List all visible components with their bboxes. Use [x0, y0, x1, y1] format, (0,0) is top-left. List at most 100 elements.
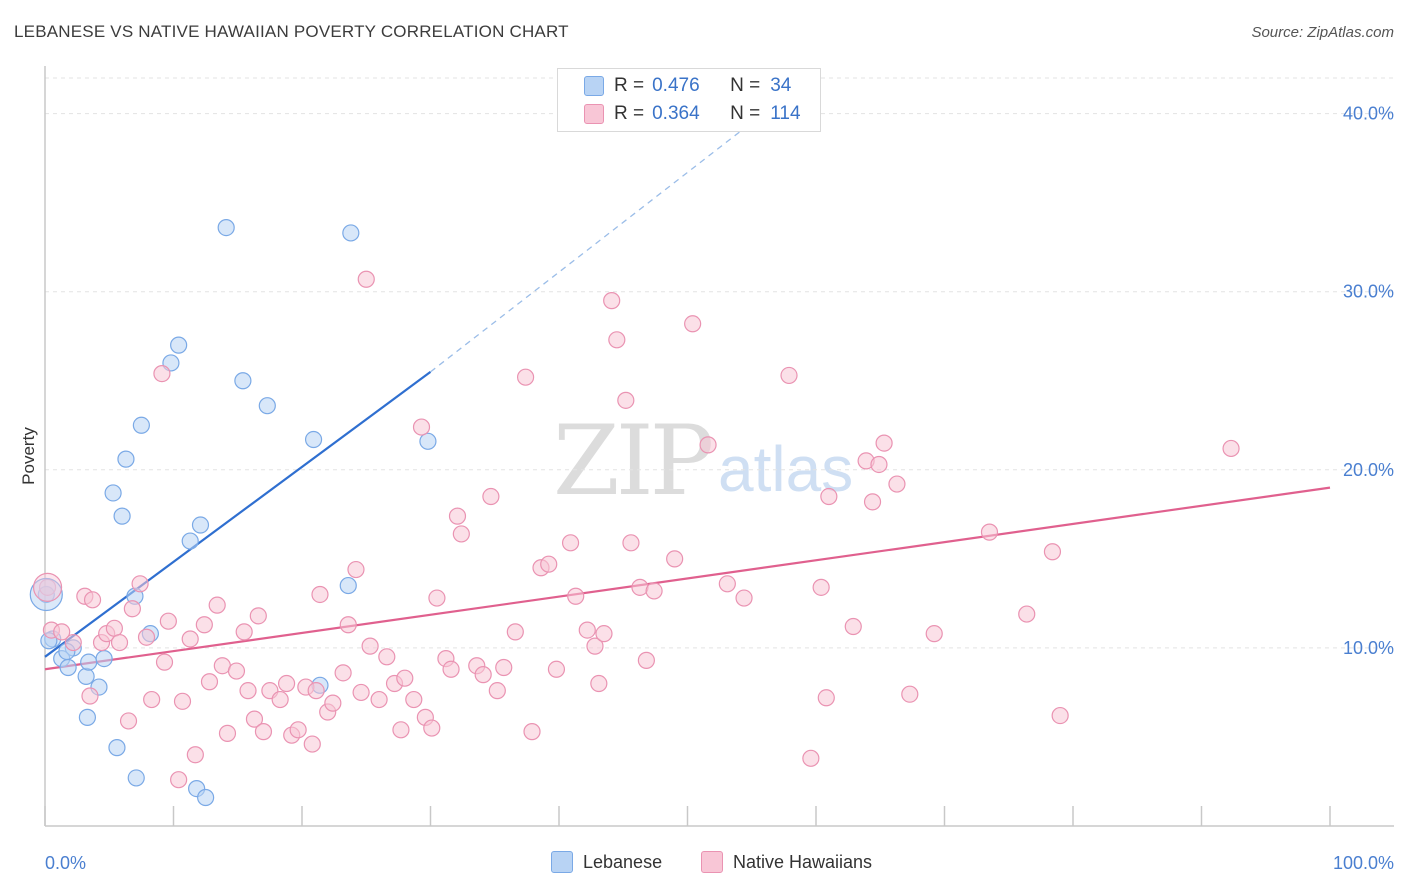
lebanese-point: [117, 450, 135, 468]
native-hawaiians-point: [699, 436, 717, 454]
lebanese-point: [80, 653, 98, 671]
native-hawaiians-point: [396, 669, 414, 687]
native-hawaiians-point: [235, 623, 253, 641]
native-hawaiians-point: [271, 690, 289, 709]
n-value: 114: [770, 103, 801, 124]
native-hawaiians-point: [817, 689, 835, 707]
native-hawaiians-point: [378, 648, 396, 666]
native-hawaiians-swatch: [701, 851, 723, 873]
lebanese-trend-line: [44, 370, 432, 658]
lebanese-point: [78, 708, 97, 726]
legend-item-native-hawaiians: Native Hawaiians: [701, 851, 872, 873]
y-tick-label: 20.0%: [1343, 460, 1394, 480]
lebanese-point: [419, 432, 437, 450]
lebanese-point: [342, 224, 360, 242]
lebanese-point: [191, 516, 210, 534]
legend-label: Lebanese: [583, 851, 663, 872]
gridlines: [45, 77, 1394, 649]
native-hawaiians-point: [820, 487, 838, 506]
native-hawaiians-point: [870, 455, 888, 474]
native-hawaiians-point: [428, 589, 446, 607]
native-hawaiians-point: [442, 660, 460, 678]
native-hawaiians-point: [631, 578, 649, 596]
native-hawaiians-point: [863, 493, 882, 511]
native-hawaiians-point: [448, 507, 467, 525]
y-tick-label: 10.0%: [1343, 638, 1394, 658]
native-hawaiians-point: [339, 616, 357, 634]
native-hawaiians-point: [844, 617, 862, 636]
axes: [44, 66, 1394, 827]
y-tick-label: 40.0%: [1343, 104, 1394, 124]
lebanese-point: [108, 739, 126, 757]
native-hawaiians-point: [980, 523, 999, 541]
native-hawaiians-point: [159, 612, 177, 630]
lebanese-point: [304, 430, 323, 449]
native-hawaiians-point: [666, 550, 684, 568]
native-hawaiians-point: [901, 685, 919, 703]
x-tick-label: 0.0%: [45, 853, 86, 873]
native-hawaiians-point: [105, 619, 123, 637]
native-hawaiians-point: [812, 578, 830, 596]
native-hawaiians-point: [277, 674, 296, 693]
native-hawaiians-point: [622, 534, 640, 552]
r-value: 0.364: [652, 103, 700, 124]
lebanese-point: [170, 336, 188, 354]
native-hawaiians-point: [361, 637, 379, 655]
native-hawaiians-swatch: [584, 104, 604, 124]
lebanese-point: [104, 484, 122, 502]
native-hawaiians-point: [578, 621, 596, 639]
native-hawaiians-point: [718, 575, 736, 593]
y-axis-label: Poverty: [19, 427, 38, 485]
chart-source: Source: ZipAtlas.com: [1251, 24, 1394, 41]
chart-title: LEBANESE VS NATIVE HAWAIIAN POVERTY CORR…: [14, 22, 569, 41]
native-hawaiians-point: [208, 596, 226, 614]
native-hawaiians-point: [1043, 543, 1062, 561]
lebanese-point: [59, 658, 77, 677]
legend-item-lebanese: Lebanese: [551, 851, 662, 873]
native-hawaiians-point: [245, 710, 264, 728]
native-hawaiians-point: [603, 292, 621, 310]
lebanese-point: [77, 667, 95, 686]
native-hawaiians-point: [802, 749, 820, 767]
r-label: R =: [614, 75, 645, 96]
native-hawaiians-point: [1051, 706, 1069, 725]
native-hawaiians-point: [352, 683, 370, 702]
series-legend: Lebanese Native Hawaiians: [0, 851, 1406, 879]
lebanese-point: [127, 769, 145, 787]
data-points: [29, 219, 1240, 807]
native-hawaiians-point: [218, 724, 237, 742]
native-hawaiians-point: [254, 723, 273, 741]
native-hawaiians-point: [452, 525, 470, 543]
native-hawaiians-point: [155, 653, 174, 671]
lebanese-point: [95, 649, 113, 668]
n-label: N =: [730, 103, 761, 124]
trend-lines: [44, 122, 1331, 671]
watermark-zip: ZIP: [553, 405, 714, 517]
native-hawaiians-point: [523, 723, 541, 741]
lebanese-point: [29, 577, 63, 612]
native-hawaiians-point: [83, 591, 102, 609]
lebanese-point: [181, 532, 199, 550]
native-hawaiians-point: [925, 625, 943, 643]
native-hawaiians-point: [405, 690, 423, 709]
native-hawaiians-point: [888, 475, 906, 493]
native-hawaiians-point: [780, 366, 798, 385]
correlation-legend: R = 0.476 N = 34 R = 0.364 N = 114: [557, 68, 821, 132]
native-hawaiians-point: [289, 721, 307, 739]
legend-row-lebanese: R = 0.476 N = 34: [584, 73, 791, 99]
native-hawaiians-point: [608, 331, 626, 349]
lebanese-point: [234, 372, 252, 390]
legend-label: Native Hawaiians: [733, 851, 873, 872]
native-hawaiians-point: [516, 368, 535, 386]
native-hawaiians-point: [200, 673, 219, 691]
native-hawaiians-point: [53, 623, 71, 641]
native-hawaiians-point: [392, 721, 410, 739]
lebanese-swatch: [551, 851, 573, 873]
legend-row-native-hawaiians: R = 0.364 N = 114: [584, 101, 801, 127]
x-tick-label: 100.0%: [1333, 853, 1394, 873]
native-hawaiians-point: [474, 666, 492, 684]
lebanese-point: [197, 788, 215, 807]
native-hawaiians-trend-line: [44, 486, 1331, 671]
native-hawaiians-point: [1018, 605, 1036, 623]
